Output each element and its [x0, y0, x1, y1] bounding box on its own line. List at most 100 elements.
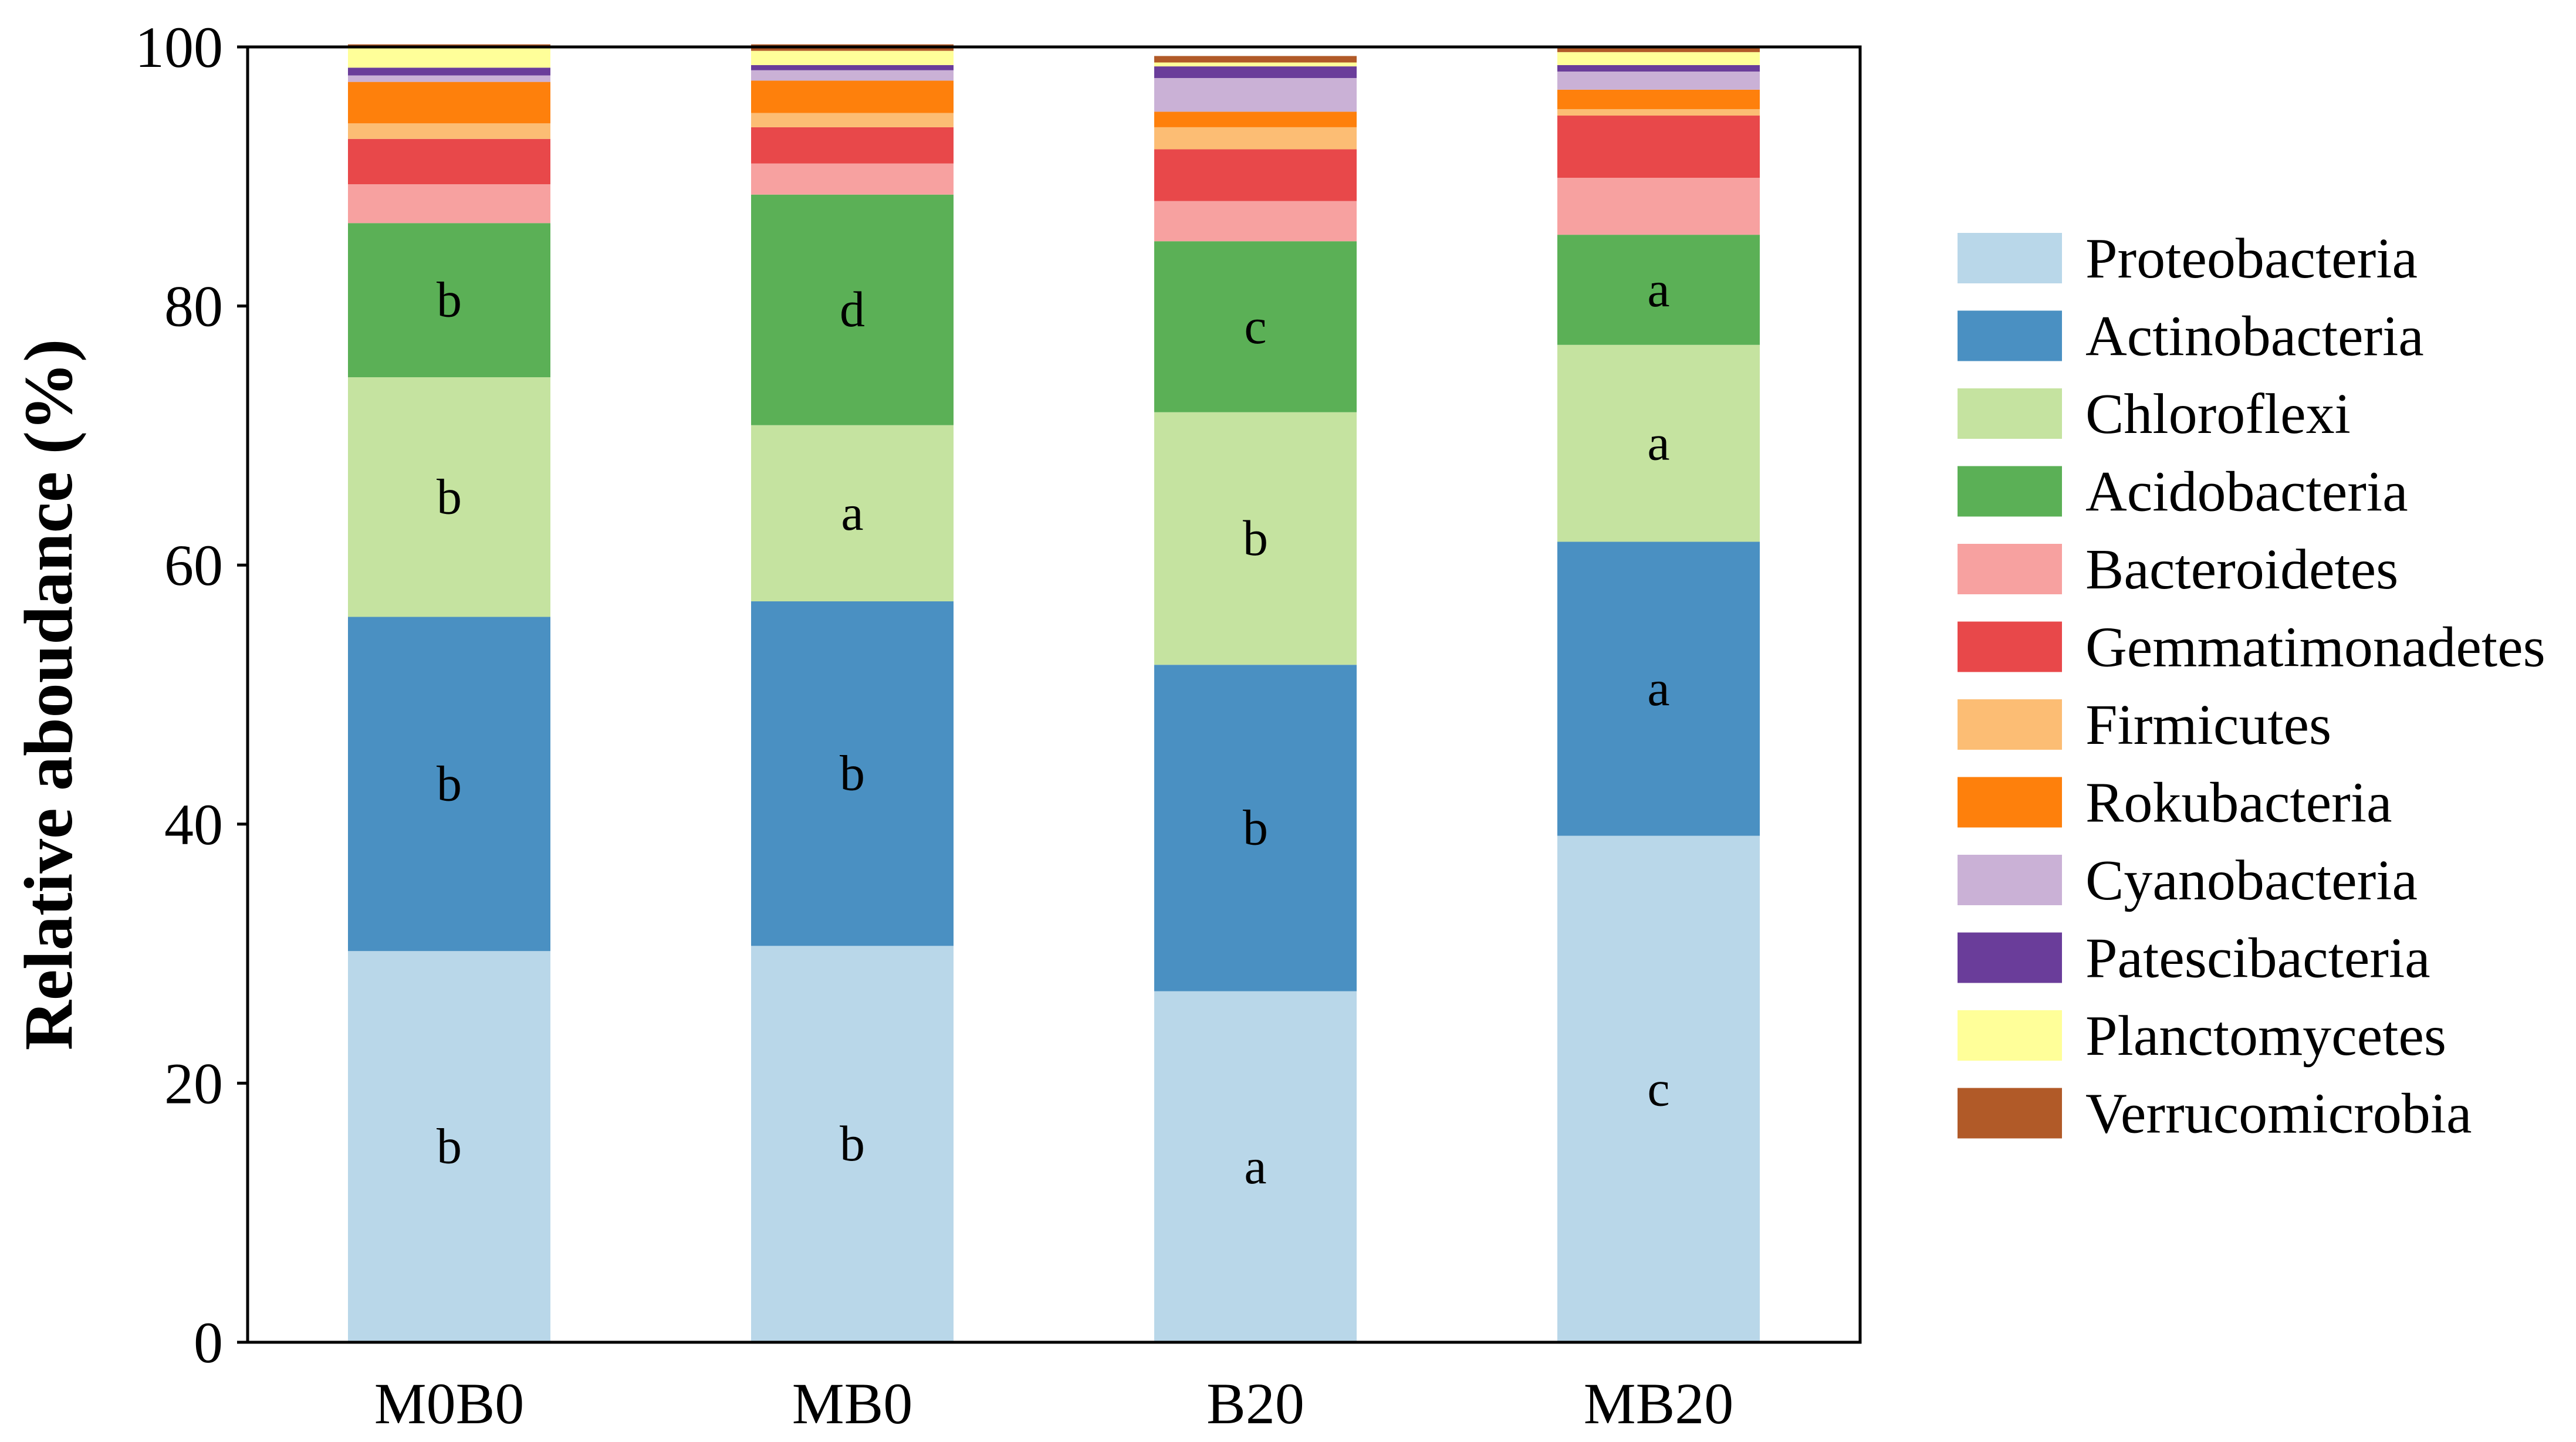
bar-segment-actinobacteria-mb20: [1557, 541, 1760, 836]
bar-segment-acidobacteria-m0b0: [348, 223, 550, 378]
y-axis: 0 20 40 60 80 100: [135, 15, 248, 1375]
significance-letter-actinobacteria-mb0: b: [840, 745, 865, 801]
bar-segment-chloroflexi-mb20: [1557, 344, 1760, 542]
bar-segment-gemmatimonadetes-mb0: [751, 127, 954, 164]
legend-swatch-chloroflexi: [1958, 388, 2062, 439]
legend-swatch-firmicutes: [1958, 699, 2062, 750]
bar-segment-gemmatimonadetes-m0b0: [348, 138, 550, 185]
y-tick-label: 40: [164, 792, 223, 857]
y-tick-label: 100: [135, 15, 223, 80]
bar-segment-actinobacteria-mb0: [751, 601, 954, 946]
bars-layer: [348, 44, 1760, 1342]
bar-segment-chloroflexi-mb0: [751, 425, 954, 602]
bar-segment-firmicutes-mb20: [1557, 109, 1760, 116]
bar-segment-bacteroidetes-mb0: [751, 163, 954, 195]
bar-segment-acidobacteria-b20: [1154, 241, 1357, 412]
y-tick-label: 60: [164, 533, 223, 598]
bar-segment-rokubacteria-mb0: [751, 80, 954, 113]
bar-segment-acidobacteria-mb20: [1557, 235, 1760, 345]
bar-segment-chloroflexi-m0b0: [348, 377, 550, 617]
bar-segment-proteobacteria-mb0: [751, 946, 954, 1342]
bar-segment-firmicutes-b20: [1154, 127, 1357, 150]
significance-letter-actinobacteria-b20: b: [1243, 799, 1268, 855]
bar-segment-verrucomicrobia-b20: [1154, 56, 1357, 63]
legend-label-rokubacteria: Rokubacteria: [2085, 771, 2392, 835]
significance-letter-actinobacteria-m0b0: b: [437, 755, 462, 811]
bar-segment-patescibacteria-mb20: [1557, 65, 1760, 72]
bar-segment-proteobacteria-b20: [1154, 991, 1357, 1342]
y-axis-title: Relative aboudance (%): [10, 339, 87, 1051]
bar-segment-proteobacteria-mb20: [1557, 835, 1760, 1342]
significance-letter-acidobacteria-mb20: a: [1647, 261, 1669, 317]
legend-label-acidobacteria: Acidobacteria: [2085, 461, 2408, 524]
bar-segment-firmicutes-mb0: [751, 113, 954, 127]
bar-segment-planctomycetes-m0b0: [348, 48, 550, 68]
significance-letter-chloroflexi-b20: b: [1243, 510, 1268, 566]
legend-swatch-gemmatimonadetes: [1958, 621, 2062, 672]
bar-segment-bacteroidetes-b20: [1154, 201, 1357, 242]
significance-letter-chloroflexi-m0b0: b: [437, 468, 462, 524]
significance-letter-acidobacteria-b20: c: [1244, 298, 1266, 354]
x-tick-label: B20: [1206, 1371, 1304, 1436]
legend-label-proteobacteria: Proteobacteria: [2085, 227, 2418, 290]
y-tick-label: 0: [194, 1310, 223, 1375]
significance-letter-acidobacteria-m0b0: b: [437, 272, 462, 328]
y-tick-label: 20: [164, 1051, 223, 1116]
significance-letter-proteobacteria-mb0: b: [840, 1115, 865, 1172]
bar-segment-actinobacteria-m0b0: [348, 617, 550, 952]
bar-segment-rokubacteria-b20: [1154, 111, 1357, 127]
bar-segment-firmicutes-m0b0: [348, 123, 550, 139]
significance-letter-proteobacteria-b20: a: [1244, 1138, 1266, 1194]
bar-segment-cyanobacteria-mb0: [751, 70, 954, 81]
legend-label-chloroflexi: Chloroflexi: [2085, 382, 2351, 446]
legend-label-verrucomicrobia: Verrucomicrobia: [2085, 1082, 2472, 1146]
legend-swatch-proteobacteria: [1958, 233, 2062, 283]
y-tick-label: 80: [164, 274, 223, 339]
significance-letter-chloroflexi-mb20: a: [1647, 415, 1669, 471]
x-tick-label: MB0: [792, 1371, 913, 1436]
bar-segment-chloroflexi-b20: [1154, 412, 1357, 665]
legend: Proteobacteria Actinobacteria Chloroflexi A…: [1958, 227, 2545, 1146]
legend-swatch-acidobacteria: [1958, 466, 2062, 517]
bar-segment-patescibacteria-b20: [1154, 66, 1357, 78]
significance-letter-chloroflexi-mb0: a: [841, 485, 863, 541]
x-tick-label: MB20: [1584, 1371, 1734, 1436]
bar-segment-planctomycetes-mb20: [1557, 52, 1760, 65]
bar-segment-gemmatimonadetes-mb20: [1557, 116, 1760, 178]
bar-segment-rokubacteria-mb20: [1557, 89, 1760, 109]
plot-area-frame: [246, 45, 1862, 1344]
significance-letter-actinobacteria-mb20: a: [1647, 660, 1669, 716]
legend-swatch-cyanobacteria: [1958, 855, 2062, 905]
legend-swatch-patescibacteria: [1958, 932, 2062, 983]
significance-letter-proteobacteria-m0b0: b: [437, 1118, 462, 1174]
bar-segment-verrucomicrobia-mb20: [1557, 47, 1760, 52]
bar-segment-bacteroidetes-mb20: [1557, 178, 1760, 235]
bar-segment-cyanobacteria-m0b0: [348, 75, 550, 82]
bar-segment-cyanobacteria-mb20: [1557, 71, 1760, 90]
bar-segment-proteobacteria-m0b0: [348, 951, 550, 1342]
legend-label-gemmatimonadetes: Gemmatimonadetes: [2085, 616, 2545, 679]
legend-swatch-actinobacteria: [1958, 310, 2062, 361]
bar-segment-bacteroidetes-m0b0: [348, 184, 550, 224]
legend-swatch-rokubacteria: [1958, 777, 2062, 828]
legend-label-bacteroidetes: Bacteroidetes: [2085, 538, 2398, 601]
bar-segment-cyanobacteria-b20: [1154, 77, 1357, 112]
significance-letter-proteobacteria-mb20: c: [1647, 1060, 1669, 1116]
legend-label-cyanobacteria: Cyanobacteria: [2085, 849, 2418, 912]
legend-swatch-bacteroidetes: [1958, 544, 2062, 594]
bar-segment-patescibacteria-mb0: [751, 65, 954, 70]
significance-letter-acidobacteria-mb0: d: [840, 281, 865, 337]
x-axis: M0B0 MB0 B20 MB20: [374, 1371, 1734, 1436]
legend-label-planctomycetes: Planctomycetes: [2085, 1004, 2446, 1068]
bar-segment-actinobacteria-b20: [1154, 665, 1357, 991]
bar-segment-planctomycetes-mb0: [751, 50, 954, 65]
legend-label-patescibacteria: Patescibacteria: [2085, 927, 2430, 990]
bar-segment-gemmatimonadetes-b20: [1154, 149, 1357, 201]
bar-segment-patescibacteria-m0b0: [348, 67, 550, 76]
legend-label-firmicutes: Firmicutes: [2085, 693, 2331, 757]
significance-letters-layer: b b b b b b a d a b b c c a a a: [437, 261, 1670, 1194]
bar-segment-planctomycetes-b20: [1154, 62, 1357, 67]
bar-segment-acidobacteria-mb0: [751, 194, 954, 425]
